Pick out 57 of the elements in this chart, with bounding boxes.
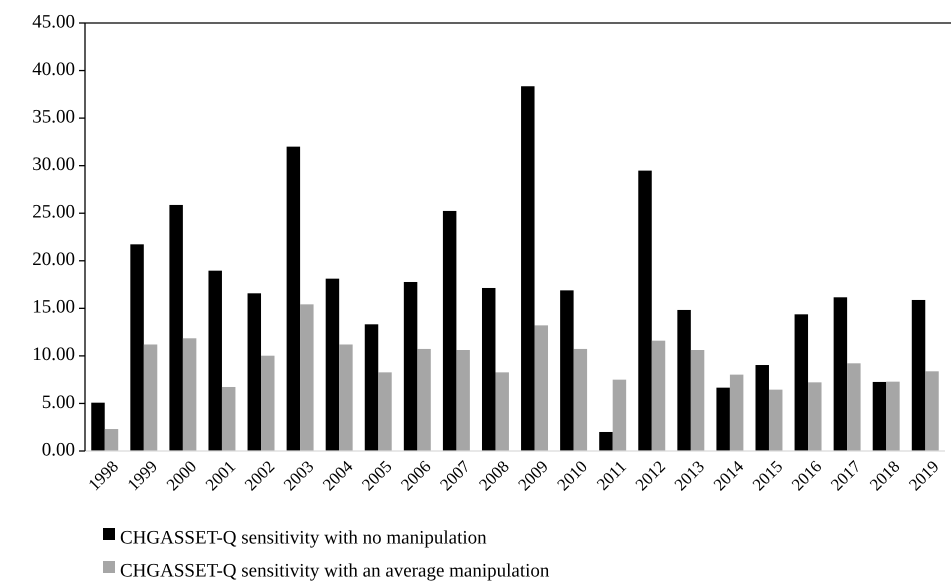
bar xyxy=(652,340,666,451)
bar xyxy=(912,300,926,451)
bar xyxy=(534,325,548,451)
bar xyxy=(261,356,275,451)
bar xyxy=(169,204,183,451)
bar xyxy=(834,297,848,451)
y-tick-label: 5.00 xyxy=(42,392,75,413)
bar xyxy=(286,146,300,451)
x-tick-label: 2011 xyxy=(592,456,630,494)
bar xyxy=(612,380,626,451)
bar xyxy=(378,372,392,451)
bar xyxy=(560,290,574,451)
bar xyxy=(847,363,861,451)
y-tick-label: 20.00 xyxy=(32,249,75,270)
y-tick-label: 0.00 xyxy=(42,439,75,460)
bar xyxy=(300,304,314,451)
bar xyxy=(886,382,900,451)
bar xyxy=(677,310,691,451)
y-tick-label: 10.00 xyxy=(32,344,75,366)
bar xyxy=(574,348,588,451)
bar xyxy=(925,371,939,451)
bar xyxy=(417,348,431,451)
bar xyxy=(104,429,118,451)
bar xyxy=(690,350,704,451)
y-tick-label: 45.00 xyxy=(32,11,75,32)
bar xyxy=(482,288,496,451)
y-tick-label: 40.00 xyxy=(32,58,75,80)
legend-label: CHGASSET-Q sensitivity with no manipulation xyxy=(120,527,488,548)
bar xyxy=(91,402,105,451)
y-tick-label: 35.00 xyxy=(32,106,75,128)
bar xyxy=(404,282,418,451)
bar xyxy=(442,210,456,451)
bar xyxy=(208,270,222,451)
bar xyxy=(599,432,613,451)
bar xyxy=(716,388,730,451)
bar xyxy=(808,382,822,451)
bar xyxy=(144,344,158,451)
bar xyxy=(339,344,353,451)
bar xyxy=(364,324,378,451)
bar xyxy=(521,86,535,451)
bar xyxy=(130,244,144,451)
bar xyxy=(326,278,340,451)
bar xyxy=(872,382,886,451)
bar xyxy=(222,386,236,451)
bar xyxy=(248,293,262,451)
bar xyxy=(794,314,808,451)
y-tick-label: 15.00 xyxy=(32,296,75,318)
legend-label: CHGASSET-Q sensitivity with an average manipulation xyxy=(120,560,550,582)
bar xyxy=(638,170,652,451)
bar xyxy=(755,365,769,451)
bar xyxy=(730,374,744,451)
bar xyxy=(495,372,509,451)
bar xyxy=(182,338,196,451)
bar xyxy=(456,350,470,451)
bar xyxy=(768,390,782,451)
y-tick-label: 30.00 xyxy=(32,154,75,176)
y-tick-label: 25.00 xyxy=(32,202,75,223)
